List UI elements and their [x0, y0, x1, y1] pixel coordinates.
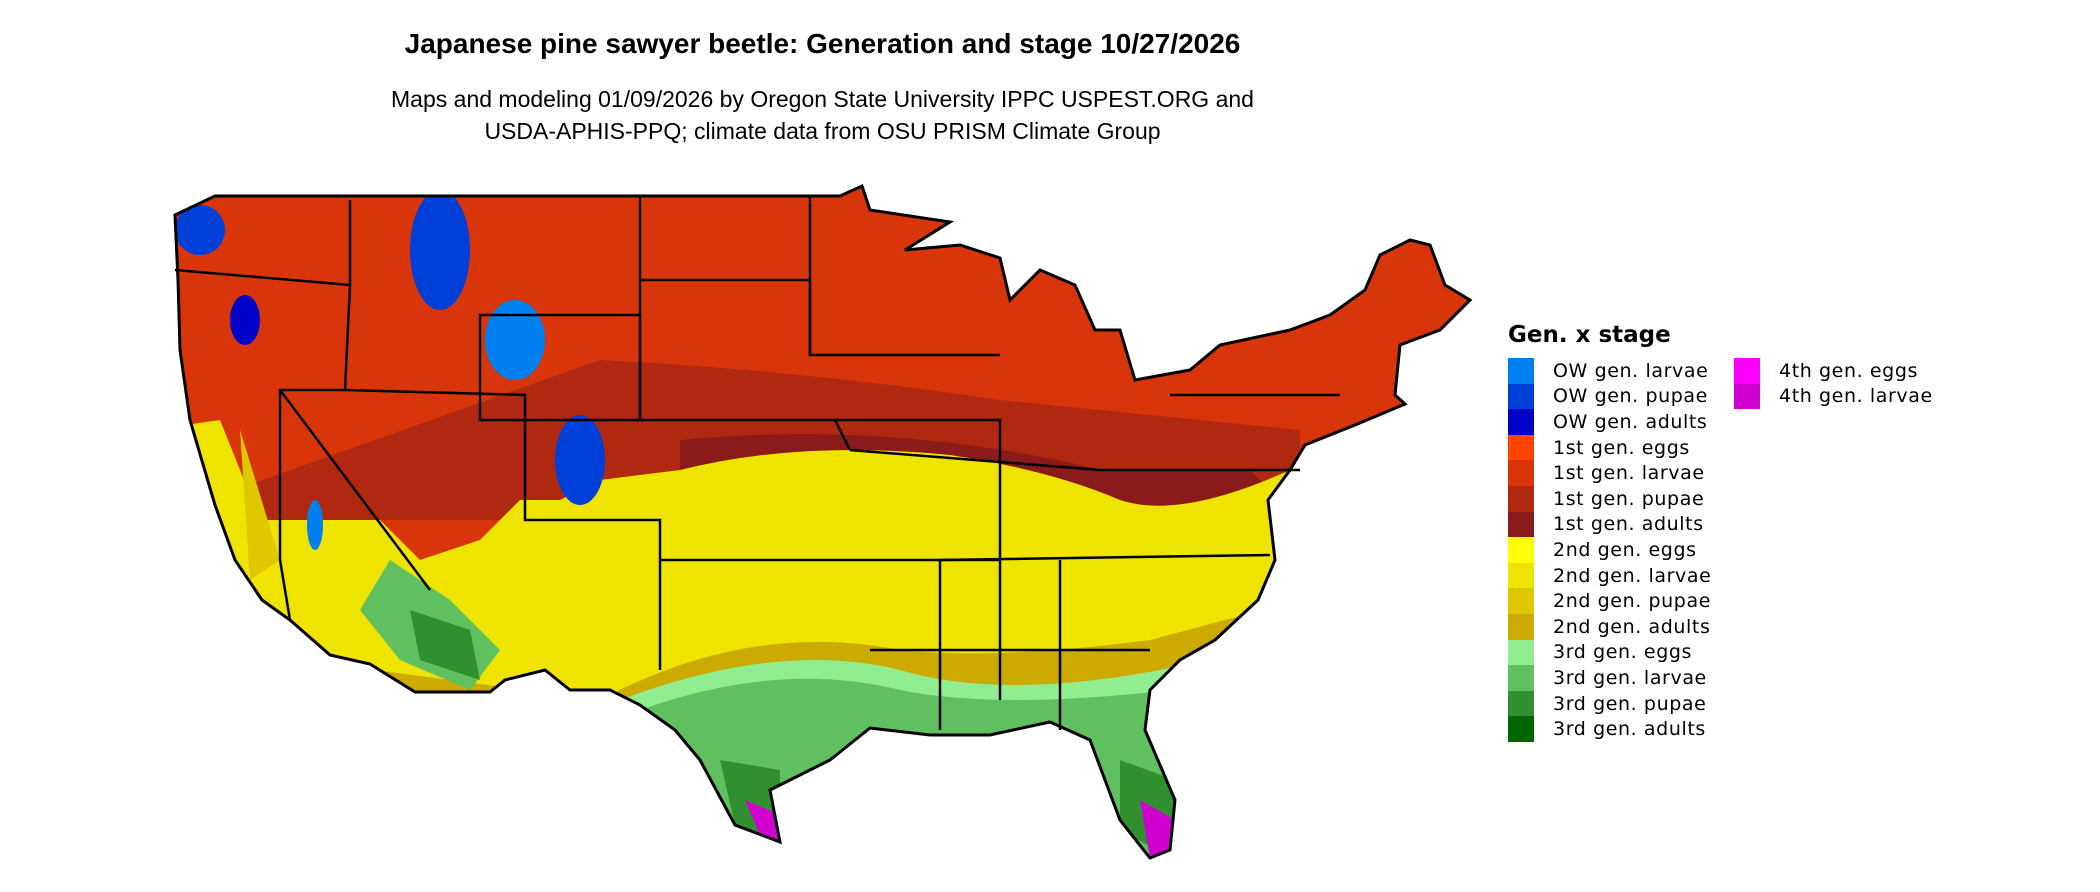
legend-label: 3rd gen. pupae	[1553, 692, 1707, 715]
legend-swatch	[1508, 383, 1534, 410]
legend-swatch	[1508, 434, 1534, 461]
legend-swatch	[1508, 486, 1534, 512]
legend-label: 2nd gen. adults	[1553, 615, 1711, 638]
legend-item: 3rd gen. larvae	[1508, 665, 1707, 691]
legend-title: Gen. x stage	[1508, 322, 1671, 348]
legend-item: 4th gen. larvae	[1734, 383, 1933, 410]
legend-item: 3rd gen. pupae	[1508, 690, 1707, 717]
legend-swatch	[1508, 409, 1534, 435]
legend-label: 2nd gen. larvae	[1553, 564, 1712, 587]
zone-2nd-gen-pupae	[240, 430, 280, 580]
legend-label: 2nd gen. pupae	[1553, 590, 1711, 613]
legend-item: 2nd gen. larvae	[1508, 562, 1712, 589]
legend-swatch	[1508, 537, 1534, 563]
legend-label: 1st gen. eggs	[1553, 436, 1690, 459]
legend-label: 1st gen. larvae	[1553, 462, 1705, 485]
legend-label: 3rd gen. adults	[1553, 718, 1706, 741]
zone-4th-gen	[1140, 800, 1175, 858]
zone-ow-gen	[175, 205, 225, 255]
legend-item: OW gen. pupae	[1508, 383, 1708, 410]
legend-item: OW gen. larvae	[1508, 358, 1708, 384]
legend-label: 4th gen. eggs	[1779, 359, 1919, 382]
legend-item: 3rd gen. eggs	[1508, 639, 1693, 666]
chart-subtitle-line-2: USDA-APHIS-PPQ; climate data from OSU PR…	[484, 118, 1161, 144]
legend-swatch	[1508, 716, 1534, 742]
legend-swatch	[1734, 358, 1760, 384]
state-borders	[174, 196, 1340, 730]
chart-subtitle-line-1: Maps and modeling 01/09/2026 by Oregon S…	[391, 86, 1254, 112]
legend-label: OW gen. pupae	[1553, 385, 1708, 408]
legend-label: OW gen. adults	[1553, 410, 1708, 433]
legend-item: 1st gen. adults	[1508, 511, 1704, 538]
legend-label: 3rd gen. eggs	[1553, 641, 1693, 664]
legend-label: 2nd gen. eggs	[1553, 538, 1697, 561]
legend-label: OW gen. larvae	[1553, 359, 1709, 382]
legend-item: 1st gen. pupae	[1508, 486, 1704, 512]
legend-swatch	[1508, 358, 1534, 384]
legend-swatch	[1508, 588, 1534, 614]
legend-item: 3rd gen. adults	[1508, 716, 1706, 742]
legend-item: 2nd gen. pupae	[1508, 588, 1711, 614]
legend-label: 3rd gen. larvae	[1553, 666, 1707, 689]
legend-item: 2nd gen. adults	[1508, 614, 1710, 640]
legend-item: 4th gen. eggs	[1734, 358, 1918, 384]
legend-label: 1st gen. pupae	[1553, 487, 1705, 510]
legend-label: 4th gen. larvae	[1779, 385, 1933, 408]
legend-swatch	[1508, 460, 1534, 486]
generation-stage-raster	[175, 186, 1470, 858]
chart-title: Japanese pine sawyer beetle: Generation …	[404, 28, 1241, 59]
legend-swatch	[1508, 690, 1534, 717]
legend-swatch	[1508, 614, 1534, 640]
legend-item: 1st gen. larvae	[1508, 460, 1705, 486]
legend-label: 1st gen. adults	[1553, 513, 1704, 536]
legend-swatch	[1508, 665, 1534, 691]
legend-item: 1st gen. eggs	[1508, 434, 1690, 461]
legend-item: OW gen. adults	[1508, 409, 1707, 435]
legend-swatch	[1734, 383, 1760, 410]
legend-item: 2nd gen. eggs	[1508, 537, 1697, 563]
legend-swatch	[1508, 511, 1534, 538]
legend-swatch	[1508, 562, 1534, 589]
legend-swatch	[1508, 639, 1534, 666]
